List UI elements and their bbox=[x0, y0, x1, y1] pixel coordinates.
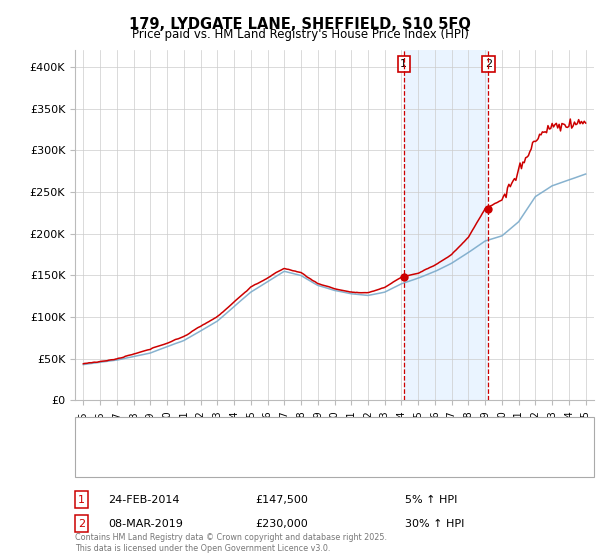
Text: ——: —— bbox=[86, 454, 110, 466]
Text: 5% ↑ HPI: 5% ↑ HPI bbox=[405, 494, 457, 505]
Text: 30% ↑ HPI: 30% ↑ HPI bbox=[405, 519, 464, 529]
Text: 2: 2 bbox=[78, 519, 85, 529]
Text: 24-FEB-2014: 24-FEB-2014 bbox=[108, 494, 179, 505]
Text: Price paid vs. HM Land Registry's House Price Index (HPI): Price paid vs. HM Land Registry's House … bbox=[131, 28, 469, 41]
Text: 179, LYDGATE LANE, SHEFFIELD, S10 5FQ (semi-detached house): 179, LYDGATE LANE, SHEFFIELD, S10 5FQ (s… bbox=[113, 425, 439, 435]
Text: Contains HM Land Registry data © Crown copyright and database right 2025.
This d: Contains HM Land Registry data © Crown c… bbox=[75, 533, 387, 553]
Text: £230,000: £230,000 bbox=[255, 519, 308, 529]
Text: 1: 1 bbox=[400, 59, 407, 69]
Text: 2: 2 bbox=[485, 59, 492, 69]
Text: HPI: Average price, semi-detached house, Sheffield: HPI: Average price, semi-detached house,… bbox=[113, 455, 369, 465]
Text: 08-MAR-2019: 08-MAR-2019 bbox=[108, 519, 183, 529]
Bar bbox=[404, 50, 488, 400]
Text: 179, LYDGATE LANE, SHEFFIELD, S10 5FQ: 179, LYDGATE LANE, SHEFFIELD, S10 5FQ bbox=[129, 17, 471, 32]
Text: ——: —— bbox=[86, 423, 110, 436]
Text: 1: 1 bbox=[78, 494, 85, 505]
Text: £147,500: £147,500 bbox=[255, 494, 308, 505]
